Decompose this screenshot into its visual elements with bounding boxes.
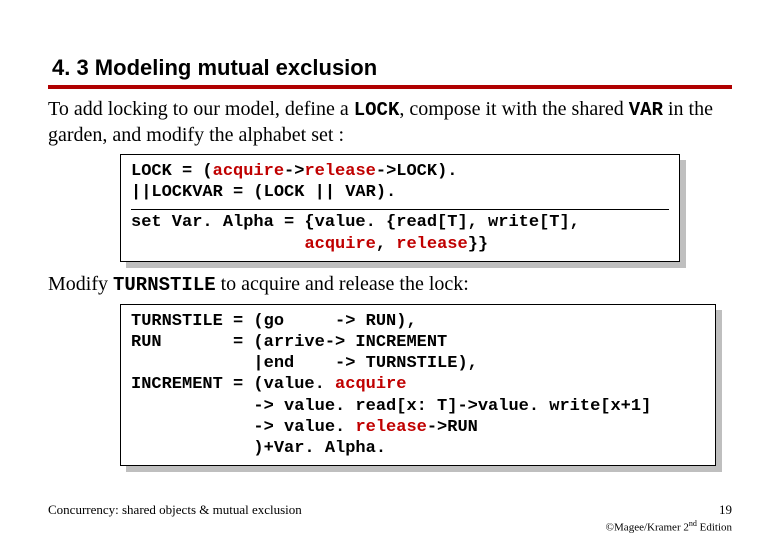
para1-text-b: , compose it with the shared bbox=[399, 98, 628, 120]
code-block-1-wrap: LOCK = (acquire->release->LOCK). ||LOCKV… bbox=[120, 154, 680, 262]
footer-credit-a: ©Magee/Kramer bbox=[606, 522, 684, 534]
c2-l4b: acquire bbox=[335, 375, 406, 394]
para2-text-b: to acquire and release the lock: bbox=[216, 273, 469, 295]
code-block-2-wrap: TURNSTILE = (go -> RUN), RUN = (arrive->… bbox=[120, 304, 716, 467]
c1-l1e: ->LOCK). bbox=[376, 162, 458, 181]
title-rule bbox=[48, 85, 732, 89]
c1-l5c: , bbox=[376, 235, 396, 254]
section-title: 4. 3 Modeling mutual exclusion bbox=[52, 55, 732, 81]
c2-l2: RUN = (arrive-> INCREMENT bbox=[131, 333, 447, 352]
c1-l5d: release bbox=[396, 235, 467, 254]
c2-l6c: ->RUN bbox=[427, 418, 478, 437]
c2-l5: -> value. read[x: T]->value. write[x+1] bbox=[131, 397, 651, 416]
c2-l4a: INCREMENT = (value. bbox=[131, 375, 335, 394]
c1-l1a: LOCK = ( bbox=[131, 162, 213, 181]
footer-left: Concurrency: shared objects & mutual exc… bbox=[48, 502, 302, 518]
c1-l1d: release bbox=[304, 162, 375, 181]
c1-l2: ||LOCKVAR = (LOCK || VAR). bbox=[131, 183, 396, 202]
modify-paragraph: Modify TURNSTILE to acquire and release … bbox=[48, 272, 732, 298]
para1-code-lock: LOCK bbox=[354, 99, 400, 121]
para1-code-var: VAR bbox=[629, 99, 663, 121]
c1-l5b: acquire bbox=[304, 235, 375, 254]
footer-page-number: 19 bbox=[719, 502, 732, 518]
c2-l6a: -> value. bbox=[131, 418, 355, 437]
c2-l7: )+Var. Alpha. bbox=[131, 439, 386, 458]
c2-l3: |end -> TURNSTILE), bbox=[131, 354, 478, 373]
footer-credit: ©Magee/Kramer 2nd Edition bbox=[606, 519, 732, 534]
para2-text-a: Modify bbox=[48, 273, 113, 295]
para2-code-turnstile: TURNSTILE bbox=[113, 274, 216, 296]
c1-l1c: -> bbox=[284, 162, 304, 181]
footer-credit-d: Edition bbox=[697, 522, 732, 534]
para1-text-a: To add locking to our model, define a bbox=[48, 98, 354, 120]
intro-paragraph: To add locking to our model, define a LO… bbox=[48, 97, 732, 148]
footer: Concurrency: shared objects & mutual exc… bbox=[48, 502, 732, 518]
c2-l6b: release bbox=[355, 418, 426, 437]
c2-l1: TURNSTILE = (go -> RUN), bbox=[131, 312, 417, 331]
c1-l1b: acquire bbox=[213, 162, 284, 181]
c1-l4a: set Var. Alpha = {value. {read[T], write… bbox=[131, 213, 580, 232]
code-block-1-divider bbox=[131, 209, 669, 210]
code-block-2: TURNSTILE = (go -> RUN), RUN = (arrive->… bbox=[120, 304, 716, 467]
c1-l5e: }} bbox=[468, 235, 488, 254]
code-block-1: LOCK = (acquire->release->LOCK). ||LOCKV… bbox=[120, 154, 680, 262]
c1-l5a bbox=[131, 235, 304, 254]
footer-credit-c: nd bbox=[689, 519, 697, 528]
